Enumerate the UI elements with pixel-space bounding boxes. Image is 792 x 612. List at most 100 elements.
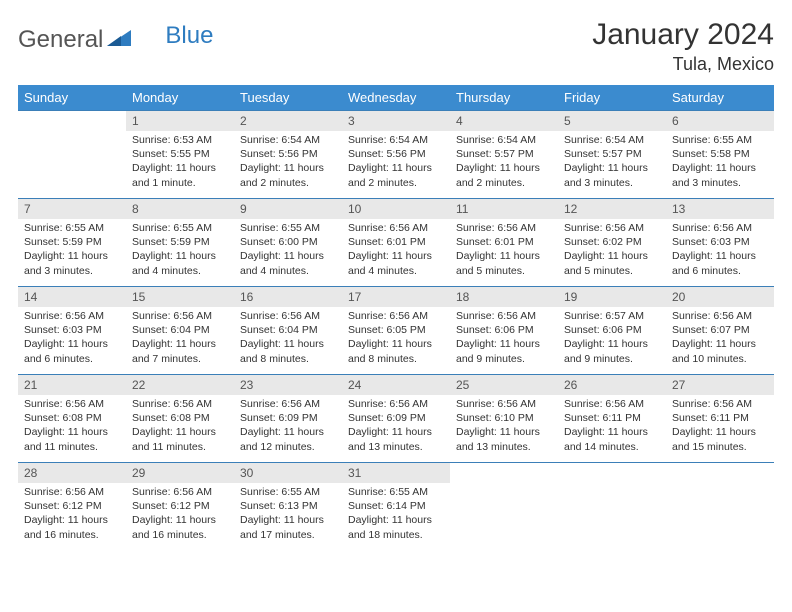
day-content: Sunrise: 6:53 AMSunset: 5:55 PMDaylight:… (126, 131, 234, 194)
day-number: 4 (450, 111, 558, 131)
calendar-cell: 12Sunrise: 6:56 AMSunset: 6:02 PMDayligh… (558, 199, 666, 287)
day-content: Sunrise: 6:56 AMSunset: 6:03 PMDaylight:… (18, 307, 126, 370)
weekday-header: Sunday (18, 85, 126, 111)
day-content: Sunrise: 6:56 AMSunset: 6:09 PMDaylight:… (234, 395, 342, 458)
day-content: Sunrise: 6:56 AMSunset: 6:01 PMDaylight:… (342, 219, 450, 282)
day-number: 28 (18, 463, 126, 483)
calendar-cell: 25Sunrise: 6:56 AMSunset: 6:10 PMDayligh… (450, 375, 558, 463)
location: Tula, Mexico (592, 54, 774, 75)
day-number: 14 (18, 287, 126, 307)
day-number: 24 (342, 375, 450, 395)
calendar-cell: 19Sunrise: 6:57 AMSunset: 6:06 PMDayligh… (558, 287, 666, 375)
weekday-header: Friday (558, 85, 666, 111)
calendar-head: SundayMondayTuesdayWednesdayThursdayFrid… (18, 85, 774, 111)
day-number: 22 (126, 375, 234, 395)
day-number: 27 (666, 375, 774, 395)
day-content: Sunrise: 6:54 AMSunset: 5:57 PMDaylight:… (558, 131, 666, 194)
day-content: Sunrise: 6:54 AMSunset: 5:57 PMDaylight:… (450, 131, 558, 194)
day-content: Sunrise: 6:56 AMSunset: 6:12 PMDaylight:… (126, 483, 234, 546)
day-number: 13 (666, 199, 774, 219)
page-title: January 2024 (592, 18, 774, 52)
day-content: Sunrise: 6:56 AMSunset: 6:04 PMDaylight:… (234, 307, 342, 370)
day-number: 31 (342, 463, 450, 483)
day-content: Sunrise: 6:55 AMSunset: 5:59 PMDaylight:… (18, 219, 126, 282)
calendar-cell: 9Sunrise: 6:55 AMSunset: 6:00 PMDaylight… (234, 199, 342, 287)
calendar-cell (450, 463, 558, 551)
weekday-header: Wednesday (342, 85, 450, 111)
day-number: 25 (450, 375, 558, 395)
weekday-header: Monday (126, 85, 234, 111)
weekday-header: Thursday (450, 85, 558, 111)
day-number: 7 (18, 199, 126, 219)
calendar-cell (18, 111, 126, 199)
calendar-cell: 13Sunrise: 6:56 AMSunset: 6:03 PMDayligh… (666, 199, 774, 287)
day-content: Sunrise: 6:56 AMSunset: 6:06 PMDaylight:… (450, 307, 558, 370)
day-content: Sunrise: 6:56 AMSunset: 6:08 PMDaylight:… (126, 395, 234, 458)
calendar-cell: 3Sunrise: 6:54 AMSunset: 5:56 PMDaylight… (342, 111, 450, 199)
day-content: Sunrise: 6:54 AMSunset: 5:56 PMDaylight:… (342, 131, 450, 194)
day-number: 9 (234, 199, 342, 219)
logo-triangle-icon (107, 28, 133, 53)
day-number: 20 (666, 287, 774, 307)
calendar-cell: 7Sunrise: 6:55 AMSunset: 5:59 PMDaylight… (18, 199, 126, 287)
day-number: 15 (126, 287, 234, 307)
day-content: Sunrise: 6:56 AMSunset: 6:08 PMDaylight:… (18, 395, 126, 458)
calendar-row: 28Sunrise: 6:56 AMSunset: 6:12 PMDayligh… (18, 463, 774, 551)
calendar-cell: 15Sunrise: 6:56 AMSunset: 6:04 PMDayligh… (126, 287, 234, 375)
weekday-header: Saturday (666, 85, 774, 111)
day-number: 30 (234, 463, 342, 483)
day-content: Sunrise: 6:56 AMSunset: 6:05 PMDaylight:… (342, 307, 450, 370)
calendar-cell: 1Sunrise: 6:53 AMSunset: 5:55 PMDaylight… (126, 111, 234, 199)
calendar-cell (666, 463, 774, 551)
day-number: 26 (558, 375, 666, 395)
day-content: Sunrise: 6:55 AMSunset: 6:00 PMDaylight:… (234, 219, 342, 282)
day-number: 11 (450, 199, 558, 219)
calendar-cell: 23Sunrise: 6:56 AMSunset: 6:09 PMDayligh… (234, 375, 342, 463)
logo-text-blue: Blue (165, 22, 213, 50)
day-number: 1 (126, 111, 234, 131)
day-number: 19 (558, 287, 666, 307)
calendar-row: 7Sunrise: 6:55 AMSunset: 5:59 PMDaylight… (18, 199, 774, 287)
day-number: 12 (558, 199, 666, 219)
day-number: 5 (558, 111, 666, 131)
day-content: Sunrise: 6:54 AMSunset: 5:56 PMDaylight:… (234, 131, 342, 194)
day-number: 23 (234, 375, 342, 395)
title-block: January 2024 Tula, Mexico (592, 18, 774, 75)
logo: General Blue (18, 18, 213, 54)
calendar-row: 14Sunrise: 6:56 AMSunset: 6:03 PMDayligh… (18, 287, 774, 375)
day-content: Sunrise: 6:56 AMSunset: 6:01 PMDaylight:… (450, 219, 558, 282)
calendar-cell: 30Sunrise: 6:55 AMSunset: 6:13 PMDayligh… (234, 463, 342, 551)
calendar-cell: 6Sunrise: 6:55 AMSunset: 5:58 PMDaylight… (666, 111, 774, 199)
day-number: 3 (342, 111, 450, 131)
day-content: Sunrise: 6:55 AMSunset: 6:13 PMDaylight:… (234, 483, 342, 546)
calendar-cell: 11Sunrise: 6:56 AMSunset: 6:01 PMDayligh… (450, 199, 558, 287)
day-number: 2 (234, 111, 342, 131)
calendar-cell: 20Sunrise: 6:56 AMSunset: 6:07 PMDayligh… (666, 287, 774, 375)
calendar-cell: 16Sunrise: 6:56 AMSunset: 6:04 PMDayligh… (234, 287, 342, 375)
logo-text-general: General (18, 26, 103, 54)
calendar-cell: 22Sunrise: 6:56 AMSunset: 6:08 PMDayligh… (126, 375, 234, 463)
calendar-cell: 24Sunrise: 6:56 AMSunset: 6:09 PMDayligh… (342, 375, 450, 463)
calendar-row: 21Sunrise: 6:56 AMSunset: 6:08 PMDayligh… (18, 375, 774, 463)
day-number: 18 (450, 287, 558, 307)
day-number: 29 (126, 463, 234, 483)
day-content: Sunrise: 6:56 AMSunset: 6:12 PMDaylight:… (18, 483, 126, 546)
calendar-cell: 8Sunrise: 6:55 AMSunset: 5:59 PMDaylight… (126, 199, 234, 287)
day-content: Sunrise: 6:56 AMSunset: 6:09 PMDaylight:… (342, 395, 450, 458)
day-content: Sunrise: 6:56 AMSunset: 6:04 PMDaylight:… (126, 307, 234, 370)
calendar-cell: 2Sunrise: 6:54 AMSunset: 5:56 PMDaylight… (234, 111, 342, 199)
calendar-cell: 27Sunrise: 6:56 AMSunset: 6:11 PMDayligh… (666, 375, 774, 463)
day-content: Sunrise: 6:56 AMSunset: 6:02 PMDaylight:… (558, 219, 666, 282)
calendar-cell: 28Sunrise: 6:56 AMSunset: 6:12 PMDayligh… (18, 463, 126, 551)
calendar-cell: 4Sunrise: 6:54 AMSunset: 5:57 PMDaylight… (450, 111, 558, 199)
day-content: Sunrise: 6:57 AMSunset: 6:06 PMDaylight:… (558, 307, 666, 370)
calendar-cell: 21Sunrise: 6:56 AMSunset: 6:08 PMDayligh… (18, 375, 126, 463)
calendar-cell: 10Sunrise: 6:56 AMSunset: 6:01 PMDayligh… (342, 199, 450, 287)
header: General Blue January 2024 Tula, Mexico (18, 18, 774, 75)
day-number: 21 (18, 375, 126, 395)
calendar-cell: 14Sunrise: 6:56 AMSunset: 6:03 PMDayligh… (18, 287, 126, 375)
calendar-cell: 26Sunrise: 6:56 AMSunset: 6:11 PMDayligh… (558, 375, 666, 463)
calendar-table: SundayMondayTuesdayWednesdayThursdayFrid… (18, 85, 774, 551)
calendar-row: 1Sunrise: 6:53 AMSunset: 5:55 PMDaylight… (18, 111, 774, 199)
calendar-cell: 29Sunrise: 6:56 AMSunset: 6:12 PMDayligh… (126, 463, 234, 551)
